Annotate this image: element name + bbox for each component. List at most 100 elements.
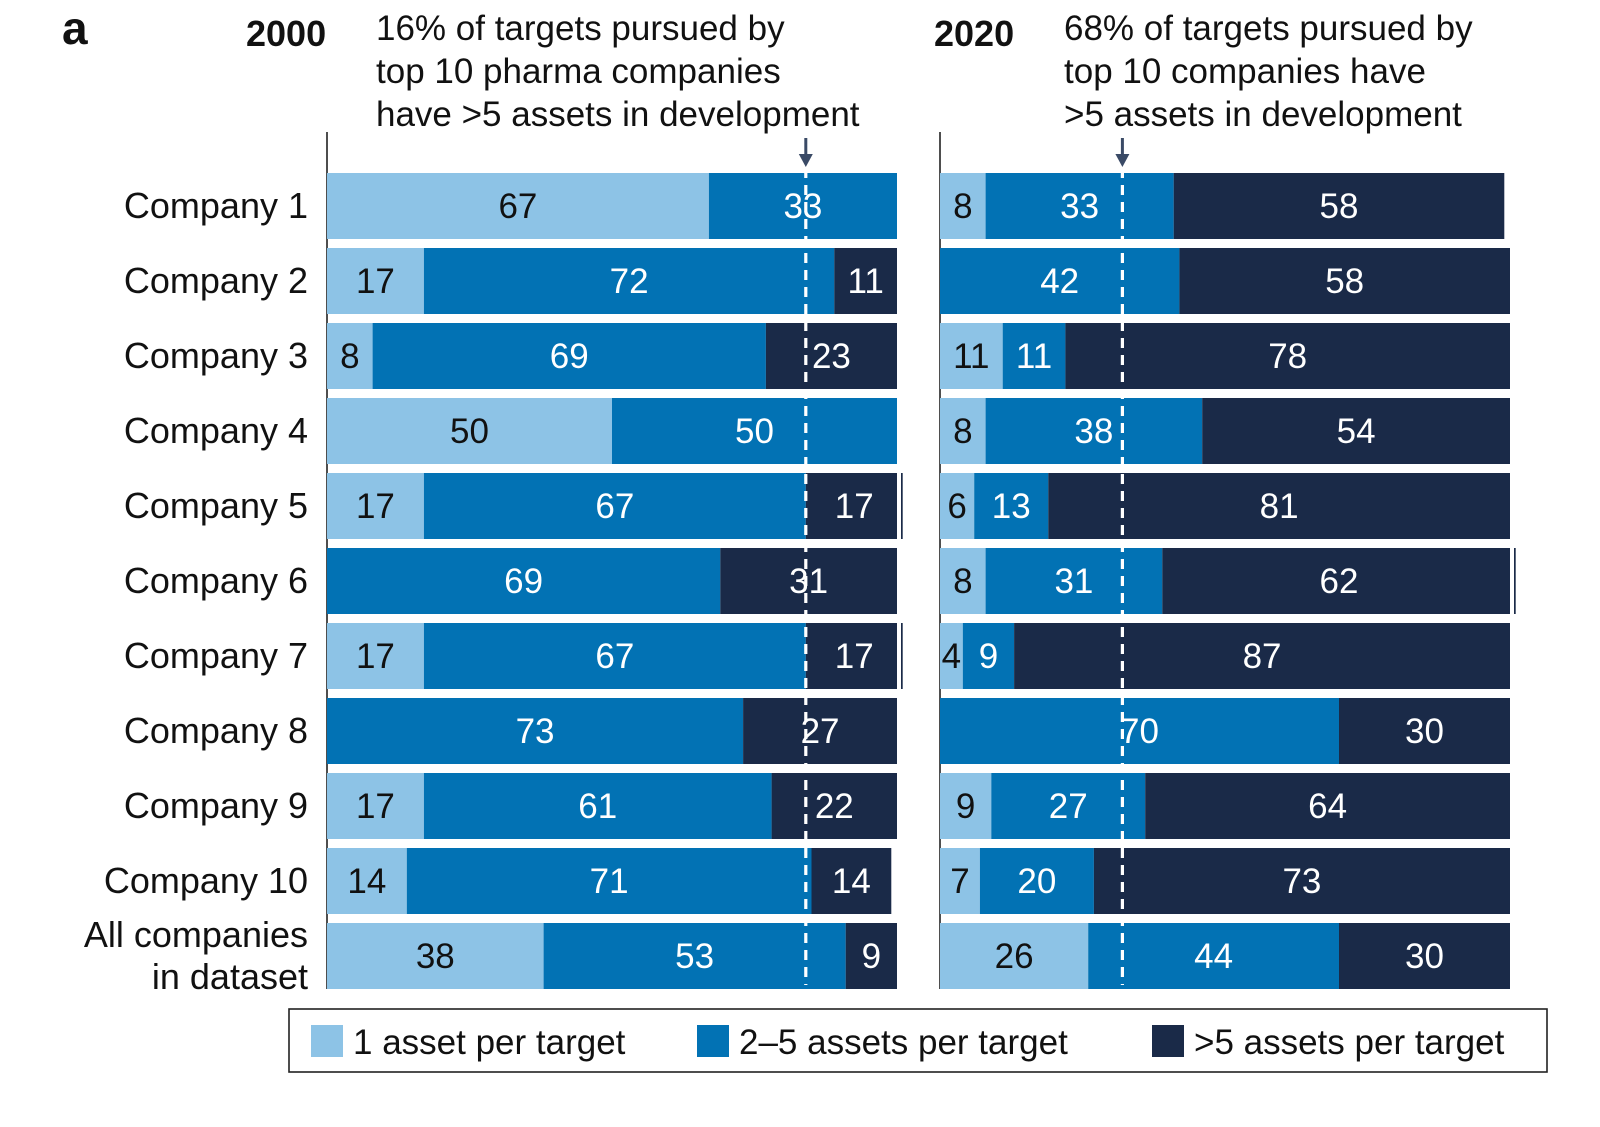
data-label: 67	[595, 637, 634, 676]
bar-segment	[940, 548, 986, 614]
data-label: 44	[1194, 937, 1233, 976]
bar-segment	[327, 923, 544, 989]
bar-segment	[940, 623, 963, 689]
bar-end-mask	[1510, 923, 1514, 989]
annotation-line: have >5 assets in development	[376, 95, 860, 134]
data-label: 73	[516, 712, 555, 751]
bar-end-mask	[897, 773, 901, 839]
arrow-down-icon	[798, 154, 813, 167]
category-label: Company 3	[124, 335, 308, 376]
data-label: 17	[356, 787, 395, 826]
bar-end-mask	[897, 323, 901, 389]
bar-end-mask	[897, 248, 901, 314]
data-label: 14	[347, 862, 386, 901]
category-label-line: Company 8	[124, 710, 308, 751]
bar-segment	[423, 773, 772, 839]
panel-year: 2000	[246, 13, 326, 54]
bar-segment	[985, 548, 1163, 614]
data-label: 17	[356, 637, 395, 676]
bar-end-mask	[1510, 173, 1514, 239]
data-label: 50	[735, 412, 774, 451]
legend: 1 asset per target 2–5 assets per target >…	[288, 1008, 1548, 1073]
data-label: 69	[504, 562, 543, 601]
bar-end-mask	[1510, 848, 1514, 914]
data-label: 70	[1120, 712, 1159, 751]
bar-segment	[1065, 323, 1510, 389]
data-label: 17	[835, 487, 874, 526]
category-label: Company 10	[104, 860, 308, 901]
bar-segment	[834, 248, 897, 314]
category-label: Company 8	[124, 710, 308, 751]
bar-segment	[327, 398, 612, 464]
data-label: 64	[1308, 787, 1347, 826]
data-label: 23	[812, 337, 851, 376]
category-label: Company 6	[124, 560, 308, 601]
category-label-line: in dataset	[152, 956, 308, 997]
legend-box	[288, 1008, 1548, 1073]
bar-segment	[940, 698, 1339, 764]
bar-end-mask	[897, 173, 901, 239]
bar-segment	[708, 173, 897, 239]
bar-segment	[1202, 398, 1510, 464]
legend-swatch	[311, 1025, 343, 1057]
bar-segment	[327, 848, 407, 914]
bar-segment	[1014, 623, 1510, 689]
data-label: 8	[953, 187, 972, 226]
data-label: 30	[1405, 937, 1444, 976]
bar-segment	[805, 623, 903, 689]
category-label: Company 9	[124, 785, 308, 826]
data-label: 31	[1054, 562, 1093, 601]
category-label-line: Company 7	[124, 635, 308, 676]
category-label: Company 1	[124, 185, 308, 226]
bar-segment	[327, 698, 744, 764]
bar-segment	[327, 323, 373, 389]
data-label: 69	[550, 337, 589, 376]
bar-segment	[1088, 923, 1339, 989]
category-labels: Company 1 Company 2 Company 3 Company 4 Comp…	[84, 185, 308, 997]
data-label: 58	[1325, 262, 1364, 301]
annotation-line: top 10 companies have	[1064, 52, 1426, 91]
bar-end-mask	[897, 398, 901, 464]
data-label: 11	[953, 337, 989, 376]
data-label: 33	[783, 187, 822, 226]
category-label-line: Company 10	[104, 860, 308, 901]
bar-segment	[940, 923, 1089, 989]
data-label: 38	[1074, 412, 1113, 451]
bar-end-mask	[897, 473, 901, 539]
data-label: 14	[832, 862, 871, 901]
data-label: 27	[1049, 787, 1088, 826]
bar-segment	[940, 173, 986, 239]
data-label: 9	[979, 637, 998, 676]
legend-label: 2–5 assets per target	[739, 1023, 1068, 1062]
bar-segment	[327, 623, 424, 689]
data-label: 22	[815, 787, 854, 826]
data-label: 50	[450, 412, 489, 451]
data-label: 67	[595, 487, 634, 526]
bar-segment	[327, 473, 424, 539]
bar-segment	[845, 923, 897, 989]
data-label: 13	[992, 487, 1031, 526]
annotation-line: 68% of targets pursued by	[1064, 9, 1473, 48]
category-label-line: Company 6	[124, 560, 308, 601]
annotation-line: >5 assets in development	[1064, 95, 1462, 134]
data-label: 8	[953, 562, 972, 601]
data-label: 87	[1243, 637, 1282, 676]
bar-segment	[327, 248, 424, 314]
category-label: All companies in dataset	[84, 914, 308, 997]
bar-segment	[962, 623, 1015, 689]
data-label: 17	[356, 487, 395, 526]
bar-segment	[406, 848, 812, 914]
data-label: 8	[953, 412, 972, 451]
bar-segment	[985, 398, 1203, 464]
data-label: 11	[1016, 337, 1052, 376]
bar-segment	[743, 698, 897, 764]
panel-letter: a	[62, 2, 88, 54]
bar-segment	[940, 473, 975, 539]
bar-segment	[1173, 173, 1505, 239]
category-label-line: Company 4	[124, 410, 308, 451]
bar-segment	[765, 323, 897, 389]
bar-segment	[985, 173, 1174, 239]
data-label: 11	[847, 262, 883, 301]
data-label: 31	[789, 562, 828, 601]
